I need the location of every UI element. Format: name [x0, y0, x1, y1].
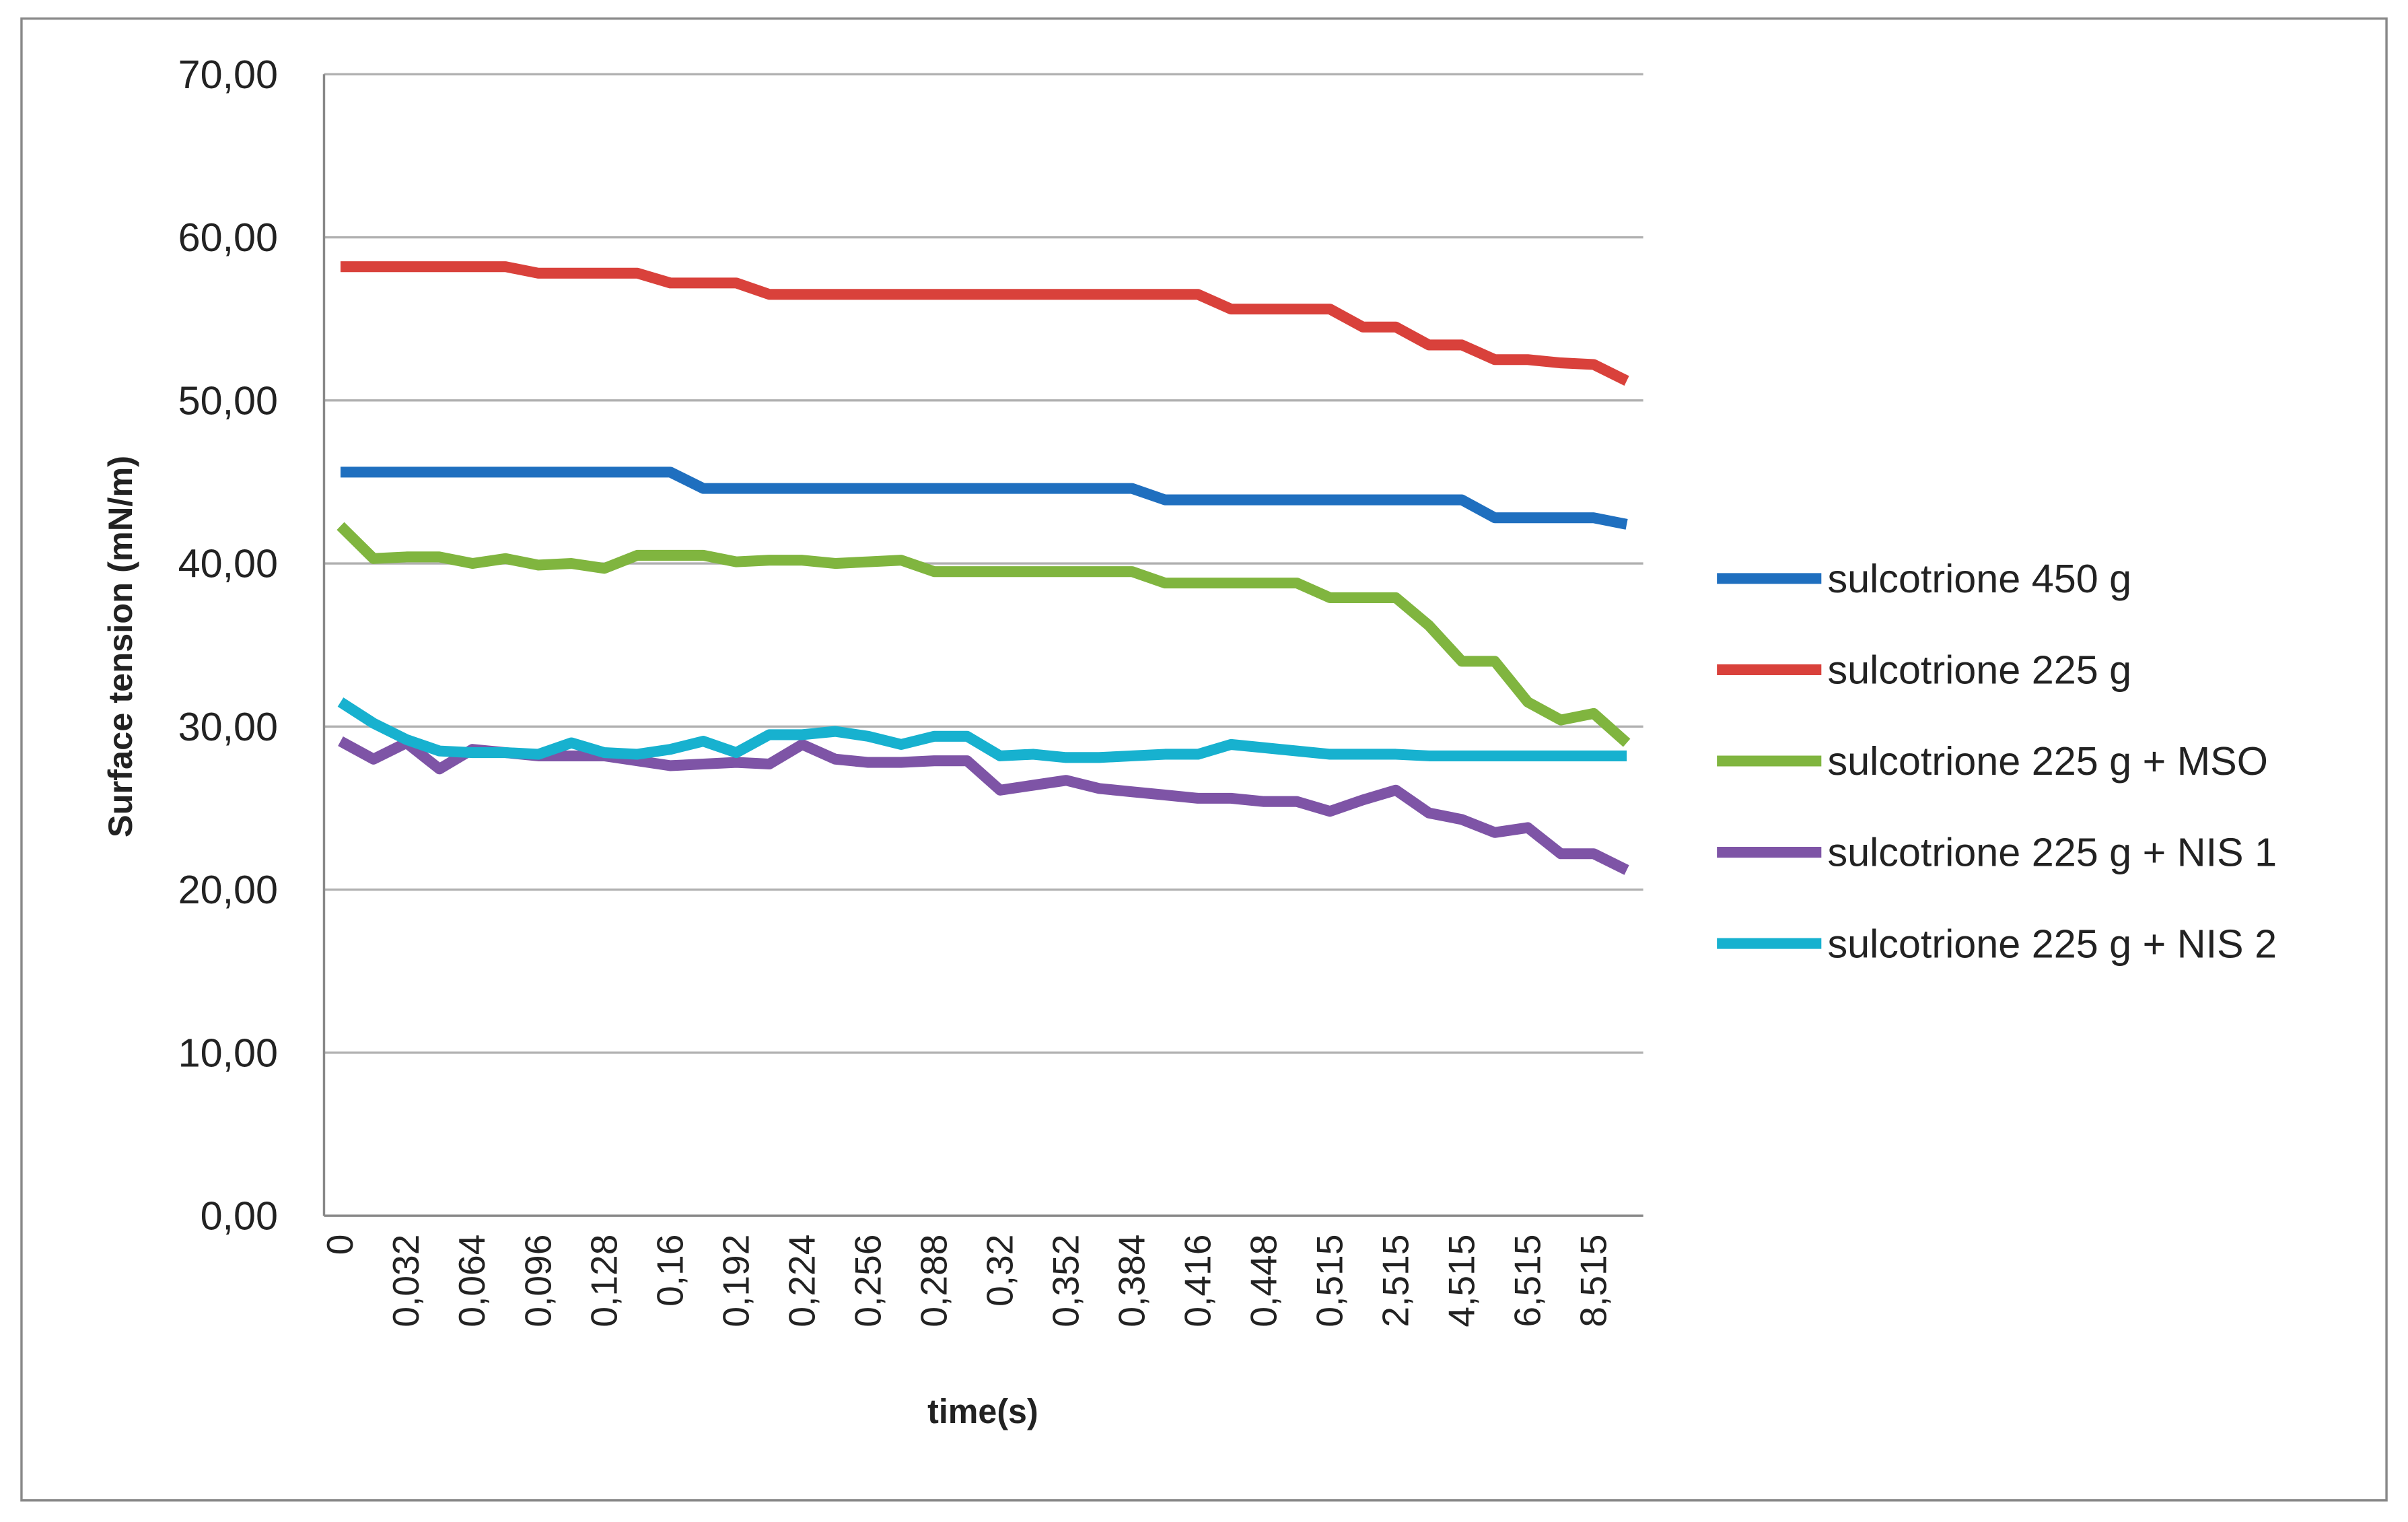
x-tick-label: 0,32 — [979, 1235, 1020, 1307]
x-tick-label: 0,032 — [385, 1235, 427, 1327]
legend-label: sulcotrione 225 g + NIS 2 — [1827, 921, 2277, 966]
y-tick-label: 30,00 — [178, 704, 278, 749]
legend-label: sulcotrione 225 g + MSO — [1827, 738, 2267, 784]
y-tick-label: 10,00 — [178, 1030, 278, 1075]
x-tick-label: 6,515 — [1507, 1235, 1549, 1327]
x-tick-label: 0,288 — [913, 1235, 954, 1327]
x-tick-label: 8,515 — [1573, 1235, 1615, 1327]
y-tick-label: 20,00 — [178, 867, 278, 912]
x-tick-label: 0,256 — [847, 1235, 888, 1327]
x-tick-label: 0,224 — [781, 1235, 822, 1327]
line-series — [338, 736, 1629, 875]
x-tick-label: 2,515 — [1375, 1235, 1417, 1327]
x-tick-label: 0,128 — [583, 1235, 625, 1327]
line-series — [337, 522, 1631, 747]
y-tick-label: 50,00 — [178, 378, 278, 423]
x-tick-label: 0,352 — [1044, 1235, 1086, 1327]
x-tick-label: 0,096 — [517, 1235, 559, 1327]
x-tick-label: 0,384 — [1110, 1235, 1152, 1327]
x-tick-label: 0,448 — [1243, 1235, 1285, 1327]
y-axis-title: Surface tension (mN/m) — [101, 456, 139, 837]
x-tick-label: 0,515 — [1309, 1235, 1351, 1327]
line-series — [337, 697, 1627, 763]
x-tick-label: 0,16 — [649, 1235, 690, 1307]
x-tick-label: 0 — [319, 1235, 361, 1255]
y-tick-label: 60,00 — [178, 215, 278, 260]
legend-label: sulcotrione 450 g — [1827, 556, 2131, 601]
line-series — [340, 466, 1628, 530]
x-tick-label: 0,416 — [1177, 1235, 1219, 1327]
y-tick-label: 70,00 — [178, 52, 278, 97]
line-series — [340, 261, 1629, 386]
x-tick-label: 4,515 — [1441, 1235, 1483, 1327]
legend-label: sulcotrione 225 g + NIS 1 — [1827, 830, 2277, 875]
x-tick-label: 0,192 — [715, 1235, 756, 1327]
y-tick-label: 40,00 — [178, 541, 278, 586]
x-axis-title: time(s) — [927, 1392, 1038, 1430]
legend-label: sulcotrione 225 g — [1827, 647, 2131, 692]
x-tick-label: 0,064 — [451, 1235, 493, 1327]
y-tick-label: 0,00 — [201, 1194, 278, 1239]
